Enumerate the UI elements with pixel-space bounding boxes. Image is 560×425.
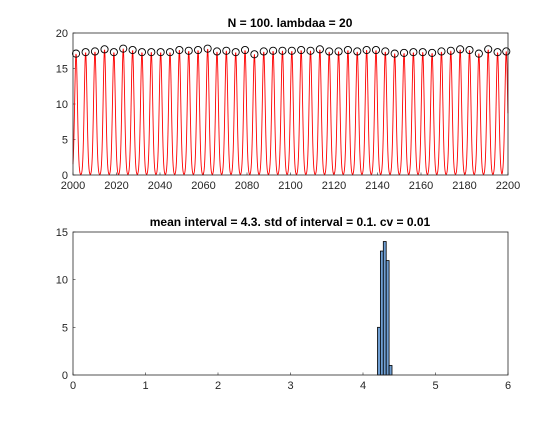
peak-marker	[156, 48, 165, 57]
peak-marker	[325, 47, 334, 56]
peak-marker	[147, 48, 156, 57]
peak-marker	[119, 44, 128, 53]
bottom|1-y-tick-label: 10	[56, 275, 68, 287]
peak-marker	[502, 47, 511, 56]
peak-marker	[437, 47, 446, 56]
interval-histogram-plot: mean interval = 4.3. std of interval = 0…	[56, 215, 511, 392]
peak-marker	[362, 45, 371, 55]
histogram-bar	[385, 260, 390, 376]
peak-marker	[194, 45, 203, 55]
top|0-y-tick-label: 5	[62, 135, 68, 147]
histogram-bar	[388, 365, 393, 376]
top|0-y-tick-label: 15	[56, 64, 68, 76]
bottom-plot-area	[73, 232, 508, 375]
top|0-x-tick-label: 2040	[148, 180, 172, 192]
bottom-chart-marks: 0 1 2 3 4 5 6 0 5 10 15	[56, 227, 511, 392]
bottom-axes-frame	[72, 231, 509, 376]
top-axes-frame	[72, 32, 509, 176]
peak-marker	[128, 45, 137, 55]
histogram-bar	[382, 241, 387, 376]
peak-marker	[109, 48, 118, 57]
top|0-x-tick-label: 2200	[496, 180, 520, 192]
bottom|1-x-tick-label: 0	[70, 380, 76, 392]
peak-marker	[343, 45, 352, 55]
peak-marker	[81, 48, 90, 57]
bottom|1-x-tick-label: 1	[142, 380, 148, 392]
peak-marker	[493, 48, 502, 57]
peak-marker	[399, 48, 409, 57]
peak-marker	[287, 46, 296, 55]
peak-marker	[371, 45, 381, 55]
top|0-x-tick-label: 2100	[278, 180, 302, 192]
peak-marker	[165, 48, 175, 57]
bottom-chart-title: mean interval = 4.3. std of interval = 0…	[150, 215, 431, 229]
peak-marker	[231, 48, 240, 57]
peak-marker	[71, 49, 81, 58]
bottom|1-x-tick-label: 3	[287, 380, 293, 392]
peak-marker	[381, 47, 390, 56]
peak-marker	[456, 45, 465, 54]
top|0-x-tick-label: 2140	[365, 180, 389, 192]
bottom|1-y-tick-label: 5	[62, 322, 68, 334]
bottom|1-y-tick-label: 0	[62, 370, 68, 382]
peak-marker	[306, 46, 315, 55]
top|0-x-tick-label: 2160	[409, 180, 433, 192]
peak-marker	[259, 47, 268, 56]
peak-marker	[418, 48, 427, 57]
peak-marker	[100, 45, 109, 54]
peak-marker	[269, 46, 278, 55]
top|0-x-tick-label: 2000	[61, 180, 85, 192]
peak-marker	[184, 46, 193, 55]
bottom|1-y-tick-label: 15	[56, 227, 68, 239]
peak-marker	[90, 47, 100, 56]
top|0-y-tick-label: 20	[56, 28, 68, 40]
top|0-y-tick-label: 10	[56, 99, 68, 111]
peak-marker	[297, 45, 306, 55]
peak-marker	[484, 45, 493, 54]
peak-marker	[428, 48, 437, 57]
peak-marker	[175, 45, 184, 55]
peak-marker	[250, 50, 259, 59]
peak-marker	[203, 44, 212, 53]
top|0-x-tick-label: 2080	[235, 180, 259, 192]
peak-marker	[353, 47, 362, 56]
peak-marker	[278, 46, 287, 55]
peak-marker	[222, 46, 231, 55]
peak-marker	[334, 47, 343, 56]
peak-marker	[240, 45, 250, 55]
peak-marker	[446, 46, 455, 55]
top-chart-marks: 2000 2020 2040 2060 2080 2100 2120 2140 2160 2180…	[56, 28, 520, 192]
bottom|1-x-tick-label: 5	[432, 380, 438, 392]
peak-marker	[409, 48, 418, 57]
top|0-x-tick-label: 2060	[191, 180, 215, 192]
top-chart-title: N = 100. lambdaa = 20	[228, 16, 353, 30]
spike-train-plot: N = 100. lambdaa = 20 2000 2020 2040 2060 20…	[56, 16, 520, 192]
peak-marker	[212, 47, 222, 56]
peak-marker	[474, 49, 483, 58]
peak-marker	[315, 45, 324, 54]
top|0-x-tick-label: 2020	[104, 180, 128, 192]
spike-train-line	[72, 48, 509, 176]
bottom|1-x-tick-label: 4	[360, 380, 366, 392]
peak-marker	[390, 49, 399, 58]
top|0-y-tick-label: 0	[62, 170, 68, 182]
top|0-x-tick-label: 2180	[452, 180, 476, 192]
histogram-bar	[379, 250, 384, 376]
bottom|1-x-tick-label: 2	[215, 380, 221, 392]
peak-marker	[465, 45, 474, 55]
top|0-x-tick-label: 2120	[322, 180, 346, 192]
peak-marker	[137, 48, 146, 57]
bottom|1-x-tick-label: 6	[505, 380, 511, 392]
histogram-bar	[377, 326, 381, 376]
